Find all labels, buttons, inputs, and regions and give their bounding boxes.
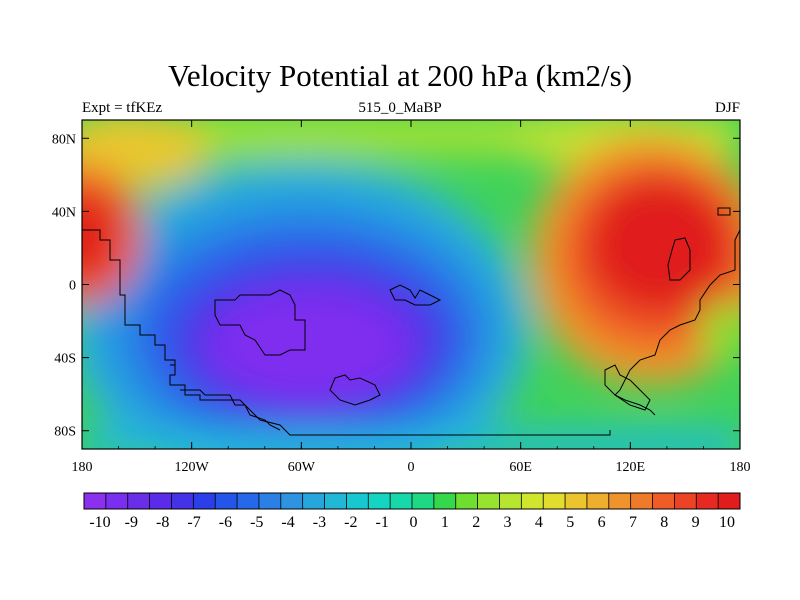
- colorbar-swatch: [171, 493, 194, 509]
- coastline-antarctic: [170, 364, 281, 431]
- colorbar-swatch: [455, 493, 478, 509]
- negative-minimum: [205, 287, 415, 403]
- y-tick-label: 0: [69, 279, 76, 294]
- colorbar-swatch: [127, 493, 150, 509]
- colorbar-swatch: [565, 493, 588, 509]
- colorbar-swatch: [193, 493, 216, 509]
- colorbar-label: -2: [344, 514, 357, 531]
- colorbar-label: 6: [598, 514, 606, 531]
- colorbar-label: 7: [629, 514, 637, 531]
- colorbar-swatch: [543, 493, 566, 509]
- colorbar-swatch: [302, 493, 325, 509]
- colorbar-swatch: [149, 493, 172, 509]
- colorbar-swatch: [608, 493, 631, 509]
- season-label: DJF: [714, 100, 740, 116]
- coastline-peninsula: [667, 237, 691, 281]
- colorbar-label: -3: [313, 514, 326, 531]
- x-tick-label: 120E: [616, 460, 646, 475]
- colorbar-label: -7: [187, 514, 200, 531]
- colorbar-swatch: [696, 493, 719, 509]
- northwest-yellow: [82, 120, 210, 190]
- colorbar-swatch: [412, 493, 435, 509]
- colorbar-swatch: [390, 493, 413, 509]
- coastline-australia: [604, 364, 651, 411]
- colorbar-label: -5: [250, 514, 263, 531]
- colorbar-swatch: [368, 493, 391, 509]
- colorbar-swatch: [586, 493, 610, 509]
- colorbar-label: 0: [410, 514, 418, 531]
- coastline-southern-landmass: [214, 289, 306, 356]
- colorbar-swatch: [280, 493, 303, 509]
- colorbar-label: 5: [566, 514, 574, 531]
- y-axis: 80N 40N 0 40S 80S: [52, 132, 740, 440]
- colorbar-label: -6: [219, 514, 232, 531]
- y-tick-label: 40S: [54, 352, 76, 367]
- colorbar: -10 -9 -8 -7 -6 -5 -4 -3 -2 -1 0 1 2 3 4 5 6 7 8 9 10: [83, 492, 741, 531]
- colorbar-swatch: [718, 493, 741, 509]
- x-tick-label: 180: [730, 460, 751, 475]
- colorbar-swatch: [674, 493, 697, 509]
- coastline-americas: [82, 229, 611, 436]
- colorbar-swatch: [324, 493, 347, 509]
- colorbar-swatch: [346, 493, 369, 509]
- x-tick-label: 0: [408, 460, 415, 475]
- colorbar-frame: [83, 492, 741, 510]
- colorbar-swatch: [215, 493, 238, 509]
- colorbar-swatch: [105, 493, 129, 509]
- velocity-potential-field: [82, 120, 740, 449]
- colorbar-label: -10: [89, 514, 110, 531]
- experiment-label: Expt = tfKEz: [82, 100, 163, 116]
- y-tick-label: 80S: [54, 425, 76, 440]
- colorbar-swatch: [433, 493, 457, 509]
- colorbar-label: 10: [719, 514, 735, 531]
- colorbar-label: 2: [472, 514, 480, 531]
- coastline-island-mid: [389, 284, 442, 306]
- colorbar-swatch: [499, 493, 522, 509]
- colorbar-label: 1: [441, 514, 449, 531]
- colorbar-swatch: [652, 493, 675, 509]
- y-tick-label: 80N: [52, 132, 76, 147]
- coastline-north-island: [717, 207, 731, 216]
- east-edge-patch: [700, 300, 740, 360]
- colorbar-label: -8: [156, 514, 169, 531]
- colorbar-label: 4: [535, 514, 543, 531]
- colorbar-label: 8: [660, 514, 668, 531]
- colorbar-label: -9: [125, 514, 138, 531]
- x-axis: 180 120W 60W 0 60E 120E 180: [72, 120, 751, 475]
- coastline-island-chain: [329, 374, 381, 406]
- coastline-asia: [614, 229, 740, 416]
- positive-maximum: [585, 175, 735, 315]
- colorbar-swatch: [258, 493, 282, 509]
- x-tick-label: 60W: [288, 460, 316, 475]
- colorbar-swatch: [477, 493, 500, 509]
- colorbar-label: -4: [281, 514, 294, 531]
- plot-title: Velocity Potential at 200 hPa (km2/s): [167, 58, 633, 93]
- colorbar-swatch: [237, 493, 260, 509]
- y-tick-label: 40N: [52, 205, 76, 220]
- colorbar-swatch: [84, 493, 107, 509]
- colorbar-swatch: [630, 493, 653, 509]
- x-tick-label: 60E: [509, 460, 532, 475]
- x-tick-label: 180: [72, 460, 93, 475]
- case-label: 515_0_MaBP: [358, 100, 442, 116]
- continent-outlines: [82, 207, 740, 436]
- colorbar-label: 9: [692, 514, 700, 531]
- colorbar-label: -1: [375, 514, 388, 531]
- colorbar-label: 3: [504, 514, 512, 531]
- colorbar-swatch: [521, 493, 544, 509]
- west-edge-maximum: [82, 190, 117, 280]
- x-tick-label: 120W: [175, 460, 210, 475]
